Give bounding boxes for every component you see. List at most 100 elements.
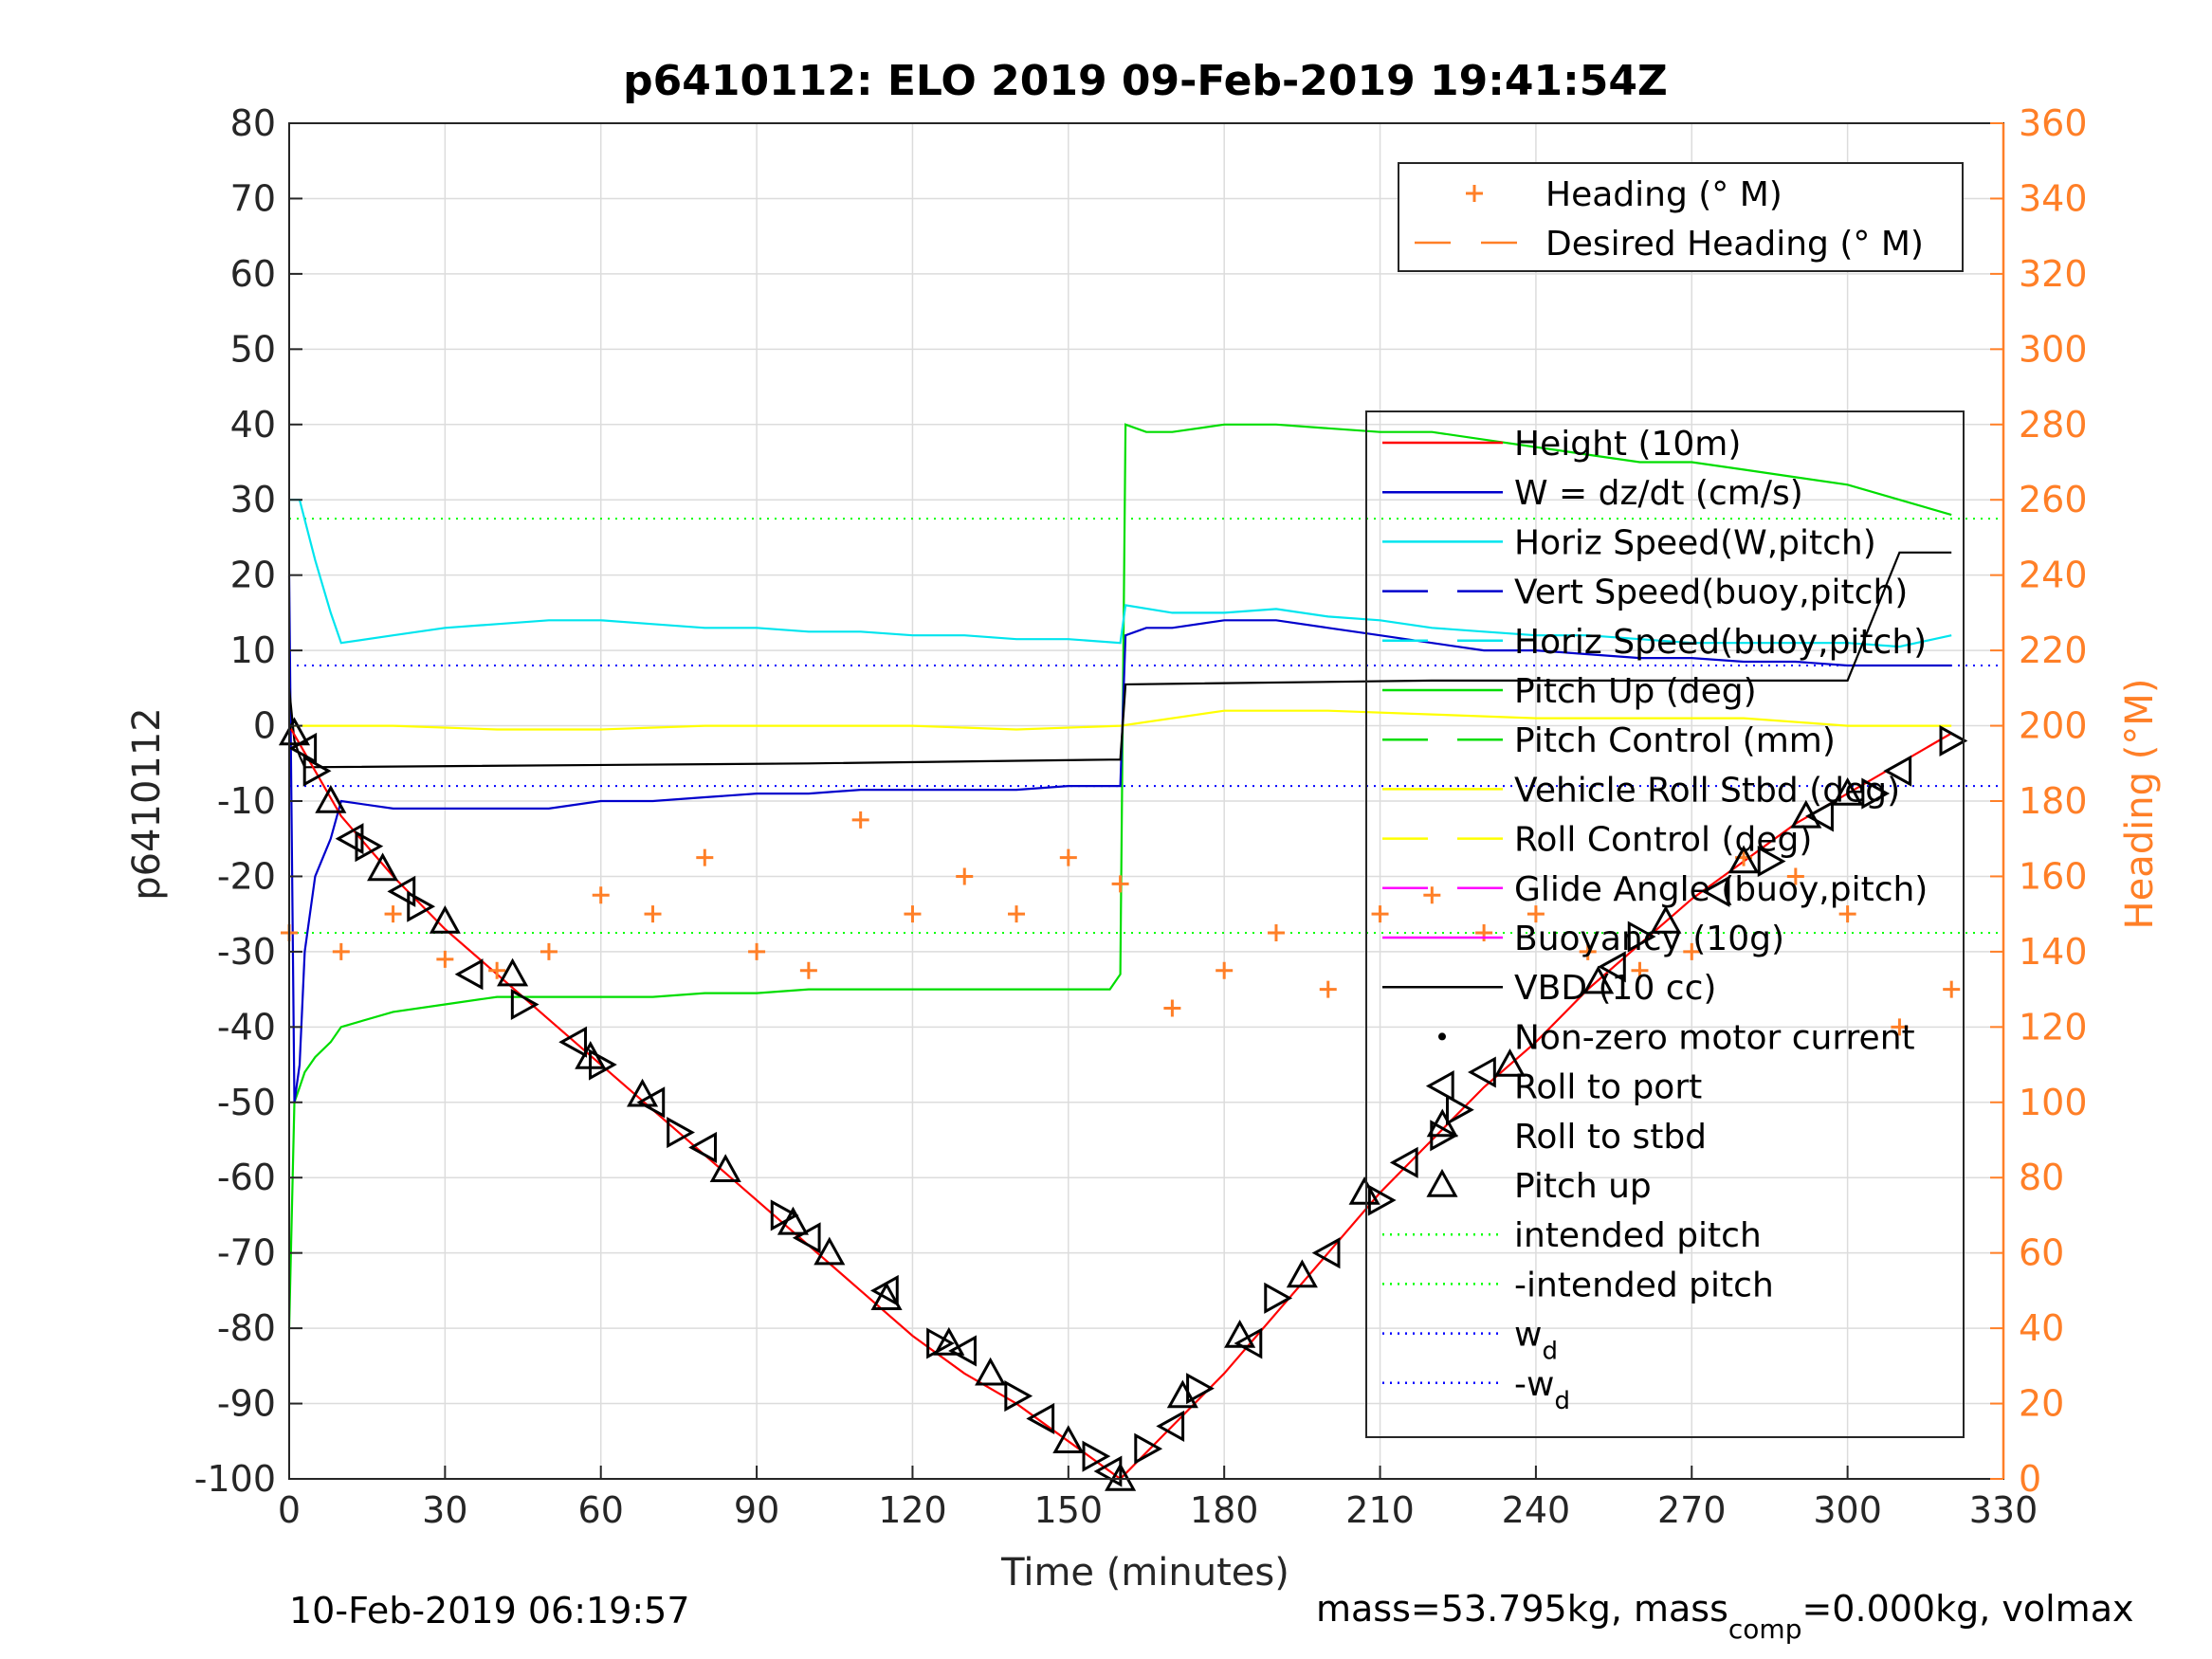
marker-pitch-up (1832, 776, 1864, 806)
legend-main-label: Height (10m) (1514, 425, 1741, 464)
legend-main-label: -intended pitch (1514, 1266, 1774, 1304)
y-left-tick-label: 80 (230, 102, 276, 144)
marker-pitch-up (429, 905, 461, 934)
y-right-tick-label: 40 (2019, 1307, 2064, 1349)
heading-point (488, 961, 506, 979)
marker-roll-to-port (688, 1131, 718, 1163)
x-axis-label: Time (minutes) (1000, 1551, 1289, 1595)
heading-point (851, 811, 869, 829)
marker-pitch-up (1582, 965, 1615, 994)
legend-main-label: Roll to stbd (1514, 1118, 1707, 1157)
marker-pitch-up (1166, 1379, 1198, 1409)
series-w-dz-dt-cm-s (287, 574, 1952, 1103)
legend-heading-label: Heading (° M) (1545, 175, 1782, 214)
marker-pitch-up (315, 784, 347, 813)
marker-roll-to-stbd (1367, 1184, 1397, 1216)
marker-roll-to-stbd (302, 755, 332, 787)
y-left-tick-label: -90 (217, 1383, 276, 1425)
x-tick-label: 300 (1813, 1489, 1882, 1531)
marker-roll-to-stbd (770, 1199, 799, 1231)
y-axis-right-label: Heading (°M) (2118, 679, 2162, 930)
legend-main: Height (10m) W = dz/dt (cm/s) Horiz Speed(… (1365, 410, 1965, 1438)
grid (288, 122, 2004, 1480)
marker-roll-to-stbd (1264, 1282, 1293, 1314)
y-left-tick-label: -30 (217, 931, 276, 973)
marker-roll-to-port (288, 732, 318, 764)
heading-point (1008, 905, 1026, 923)
y-left-tick-label: -80 (217, 1307, 276, 1349)
legend-swatch (1438, 1032, 1446, 1041)
y-left-tick-label: 0 (253, 705, 276, 747)
x-tick-label: 270 (1657, 1489, 1727, 1531)
marker-roll-to-stbd (355, 830, 384, 863)
y-left-tick-label: 70 (230, 177, 276, 219)
marker-roll-to-port (792, 1222, 821, 1254)
legend-main-label: Horiz Speed(buoy,pitch) (1514, 623, 1927, 662)
heading-point (956, 867, 974, 885)
marker-pitch-up (1650, 905, 1682, 934)
y-left-tick-label: 10 (230, 629, 276, 671)
heading-point (1216, 961, 1234, 979)
series-roll-to-stbd (302, 724, 1968, 1472)
heading-point (1059, 848, 1077, 866)
y-left-tick-label: -50 (217, 1082, 276, 1123)
marker-roll-to-stbd (1446, 1094, 1474, 1126)
marker-pitch-up (1728, 845, 1760, 874)
heading-point (436, 950, 454, 968)
legend-swatch (1425, 1070, 1454, 1103)
marker-roll-to-stbd (1627, 921, 1656, 953)
series-line-w-dz-dt-cm-s (287, 574, 1952, 1103)
heading-point (1526, 905, 1545, 923)
marker-roll-to-port (335, 823, 364, 855)
series-line-pitch-up-deg (287, 423, 1952, 1329)
marker-roll-to-stbd (407, 890, 436, 922)
series-horiz-speed-w-pitch (289, 499, 1952, 648)
heading-point (1423, 886, 1441, 904)
series-line-horiz-speed-w-pitch (289, 499, 1952, 648)
x-tick-label: 240 (1502, 1489, 1571, 1531)
legend-main-label-sub: d (1542, 1338, 1558, 1366)
x-tick-label: 210 (1345, 1489, 1415, 1531)
marker-roll-to-port (387, 875, 416, 907)
heading-point (1579, 942, 1597, 960)
legend-main-label: intended pitch (1514, 1216, 1762, 1255)
heading-point (1163, 999, 1181, 1017)
y-left-tick-label: -60 (217, 1157, 276, 1198)
legend-main-label: W = dz/dt (cm/s) (1514, 474, 1803, 513)
series-heading-m (281, 811, 1961, 1036)
marker-roll-to-stbd (1861, 777, 1891, 810)
y-axis-left-label: p6410112 (125, 707, 169, 901)
marker-roll-to-port (1389, 1146, 1418, 1178)
legend-main-label-sub: d (1554, 1387, 1570, 1415)
y-right-tick-label: 300 (2019, 328, 2088, 370)
legend-heading-marker (1466, 185, 1483, 202)
marker-roll-to-port (1598, 951, 1626, 983)
marker-pitch-up (1052, 1425, 1085, 1453)
y-right-tick-label: 100 (2019, 1082, 2088, 1123)
series-vehicle-roll-stbd-deg (289, 709, 1952, 731)
y-left-tick-label: 30 (230, 479, 276, 520)
x-tick-label: 180 (1190, 1489, 1259, 1531)
y-left-tick-label: -20 (217, 855, 276, 897)
marker-pitch-up (777, 1206, 809, 1235)
marker-pitch-up (497, 957, 529, 987)
footer-mass-suffix: =0.000kg, volmax (1801, 1588, 2133, 1630)
marker-roll-to-port (1311, 1237, 1341, 1269)
marker-roll-to-port (1468, 1056, 1496, 1088)
marker-pitch-up (278, 717, 311, 746)
legend-heading-label: Desired Heading (° M) (1545, 225, 1924, 264)
heading-point (332, 942, 350, 960)
footer-mass-prefix: mass=53.795kg, mass (1316, 1588, 1728, 1630)
heading-point (539, 942, 558, 960)
heading-point (1786, 867, 1804, 885)
marker-pitch-up (1348, 1176, 1380, 1205)
marker-pitch-up (933, 1326, 965, 1356)
series-pitch-up-deg (287, 423, 1952, 1329)
marker-pitch-up (1105, 1462, 1137, 1491)
reference-lines (289, 518, 2003, 935)
y-left-tick-label: -10 (217, 780, 276, 822)
legend-main-label: Glide Angle (buoy,pitch) (1514, 870, 1928, 909)
marker-roll-to-port (1701, 875, 1730, 907)
heading-point (748, 942, 766, 960)
